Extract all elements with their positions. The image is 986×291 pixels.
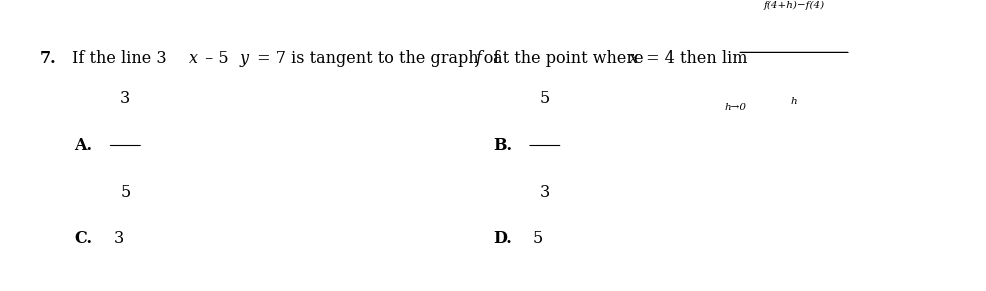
Text: 3: 3 — [539, 184, 549, 200]
Text: B.: B. — [493, 137, 512, 154]
Text: y: y — [240, 50, 248, 67]
Text: h: h — [790, 97, 797, 106]
Text: at the point where: at the point where — [487, 50, 648, 67]
Text: D.: D. — [493, 230, 512, 247]
Text: h→0: h→0 — [724, 103, 745, 112]
Text: 7.: 7. — [39, 50, 56, 67]
Text: x: x — [188, 50, 197, 67]
Text: = 4 then lim: = 4 then lim — [640, 50, 746, 67]
Text: 5: 5 — [532, 230, 542, 247]
Text: = 7 is tangent to the graph of: = 7 is tangent to the graph of — [251, 50, 504, 67]
Text: – 5: – 5 — [200, 50, 229, 67]
Text: f: f — [475, 50, 481, 67]
Text: f(4+h)−f(4): f(4+h)−f(4) — [763, 1, 823, 10]
Text: If the line 3: If the line 3 — [72, 50, 167, 67]
Text: 3: 3 — [120, 91, 130, 107]
Text: x: x — [628, 50, 637, 67]
Text: A.: A. — [74, 137, 92, 154]
Text: 5: 5 — [539, 91, 549, 107]
Text: 3: 3 — [113, 230, 123, 247]
Text: 5: 5 — [120, 184, 130, 200]
Text: C.: C. — [74, 230, 92, 247]
